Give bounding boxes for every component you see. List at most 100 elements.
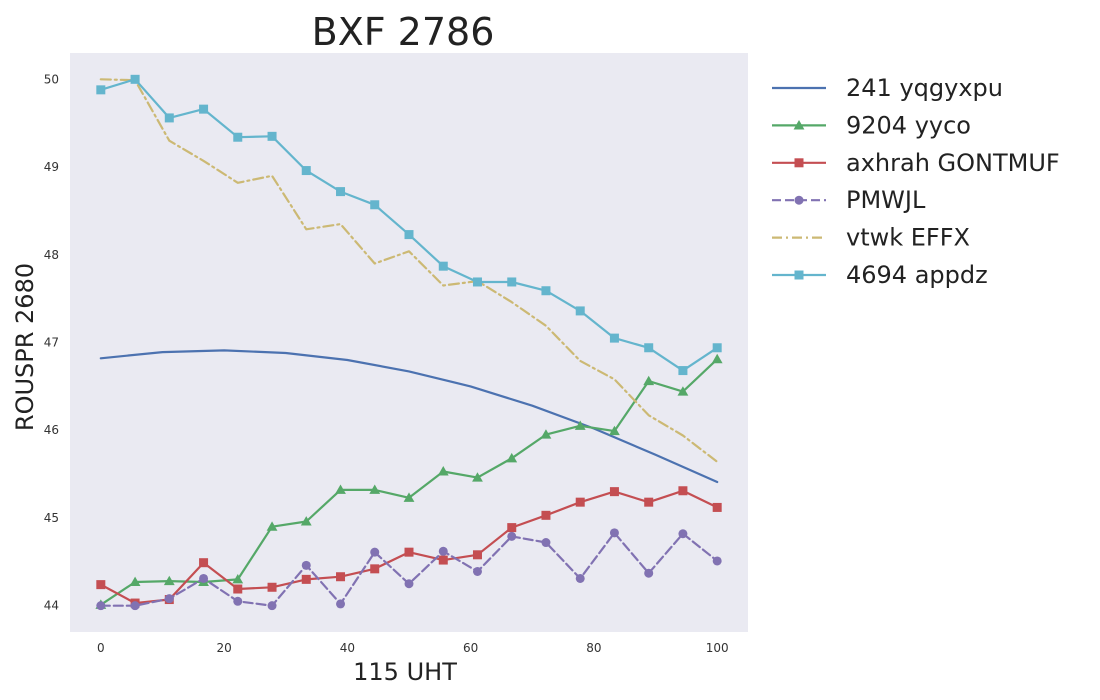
data-point (369, 484, 381, 494)
legend-label: vtwk EFFX (846, 224, 970, 252)
series-6 (96, 74, 722, 376)
series-layer (95, 74, 723, 611)
data-point (335, 484, 346, 494)
data-point (336, 599, 346, 609)
data-point (129, 576, 141, 587)
y-tick-label: 50 (44, 72, 59, 86)
y-tick-label: 48 (44, 248, 59, 262)
data-point (506, 452, 518, 463)
data-point (609, 425, 620, 436)
y-axis-ticks: 44 45 46 47 48 49 50 (44, 72, 59, 612)
data-point (541, 510, 551, 520)
data-point (336, 572, 346, 582)
data-point (163, 575, 175, 586)
data-point (301, 574, 311, 584)
x-tick-label: 40 (340, 641, 355, 655)
data-point (96, 580, 106, 590)
data-point (233, 584, 243, 594)
legend-label: 9204 yyco (846, 111, 971, 139)
data-point (438, 555, 448, 565)
series-5 (99, 78, 719, 463)
y-tick-label: 47 (44, 336, 59, 350)
data-point (575, 497, 585, 507)
legend-marker (794, 158, 804, 168)
data-point (678, 529, 688, 539)
data-point (643, 375, 655, 386)
data-point (711, 353, 723, 364)
legend: 241 yqgyxpu 9204 yyco axhrah GONTMUF PMWJL v… (772, 74, 1060, 289)
data-point (370, 200, 380, 210)
data-point (233, 596, 243, 606)
data-point (438, 261, 448, 271)
data-point (438, 546, 448, 556)
legend-label: 4694 appdz (846, 261, 988, 289)
data-point (575, 573, 585, 583)
data-point (678, 366, 688, 376)
data-point (678, 486, 688, 496)
data-point (96, 601, 106, 611)
y-axis-label: ROUSPR 2680 (11, 263, 39, 431)
data-point (644, 497, 654, 507)
legend-marker (794, 270, 804, 280)
data-point (644, 568, 654, 578)
data-point (574, 420, 586, 430)
data-point (609, 528, 619, 538)
data-point (541, 286, 551, 296)
data-point (267, 131, 277, 141)
data-point (507, 277, 517, 287)
data-point (507, 523, 517, 533)
data-point (267, 582, 277, 592)
x-tick-label: 80 (586, 641, 601, 655)
data-point (404, 579, 414, 589)
x-tick-label: 60 (463, 641, 478, 655)
legend-label: axhrah GONTMUF (846, 149, 1060, 177)
data-point (164, 594, 174, 604)
data-point (336, 187, 346, 197)
x-tick-label: 20 (216, 641, 231, 655)
data-point (130, 601, 140, 611)
y-tick-label: 45 (44, 511, 59, 525)
data-point (164, 113, 174, 123)
legend-label: PMWJL (846, 186, 926, 214)
data-point (370, 547, 380, 557)
x-axis-label: 115 UHT (353, 658, 457, 686)
y-tick-label: 49 (44, 160, 59, 174)
data-point (541, 538, 551, 548)
data-point (199, 558, 209, 568)
data-point (712, 556, 722, 566)
data-point (472, 550, 482, 560)
data-point (199, 104, 209, 114)
x-tick-label: 0 (97, 641, 105, 655)
data-point (404, 230, 414, 240)
legend-label: 241 yqgyxpu (846, 74, 1003, 102)
data-point (437, 466, 449, 476)
y-tick-label: 44 (44, 599, 59, 613)
y-tick-label: 46 (44, 423, 59, 437)
series-1 (99, 349, 719, 484)
data-point (644, 343, 654, 353)
data-point (712, 502, 722, 512)
data-point (232, 573, 244, 584)
data-point (609, 333, 619, 343)
data-point (404, 547, 414, 557)
data-point (472, 277, 482, 287)
data-point (233, 132, 243, 142)
data-point (609, 487, 619, 497)
series-4 (96, 528, 722, 611)
data-point (370, 564, 380, 574)
data-point (300, 516, 312, 526)
data-point (96, 85, 106, 95)
x-axis-ticks: 0 20 40 60 80 100 (97, 641, 729, 655)
data-point (575, 306, 585, 316)
chart-title: BXF 2786 (312, 10, 495, 54)
data-point (677, 386, 689, 396)
data-point (130, 74, 140, 84)
data-point (540, 429, 552, 439)
series-line (99, 78, 719, 463)
data-point (403, 492, 415, 502)
data-point (301, 560, 311, 570)
data-point (507, 531, 517, 541)
data-point (199, 573, 209, 583)
data-point (712, 343, 722, 353)
